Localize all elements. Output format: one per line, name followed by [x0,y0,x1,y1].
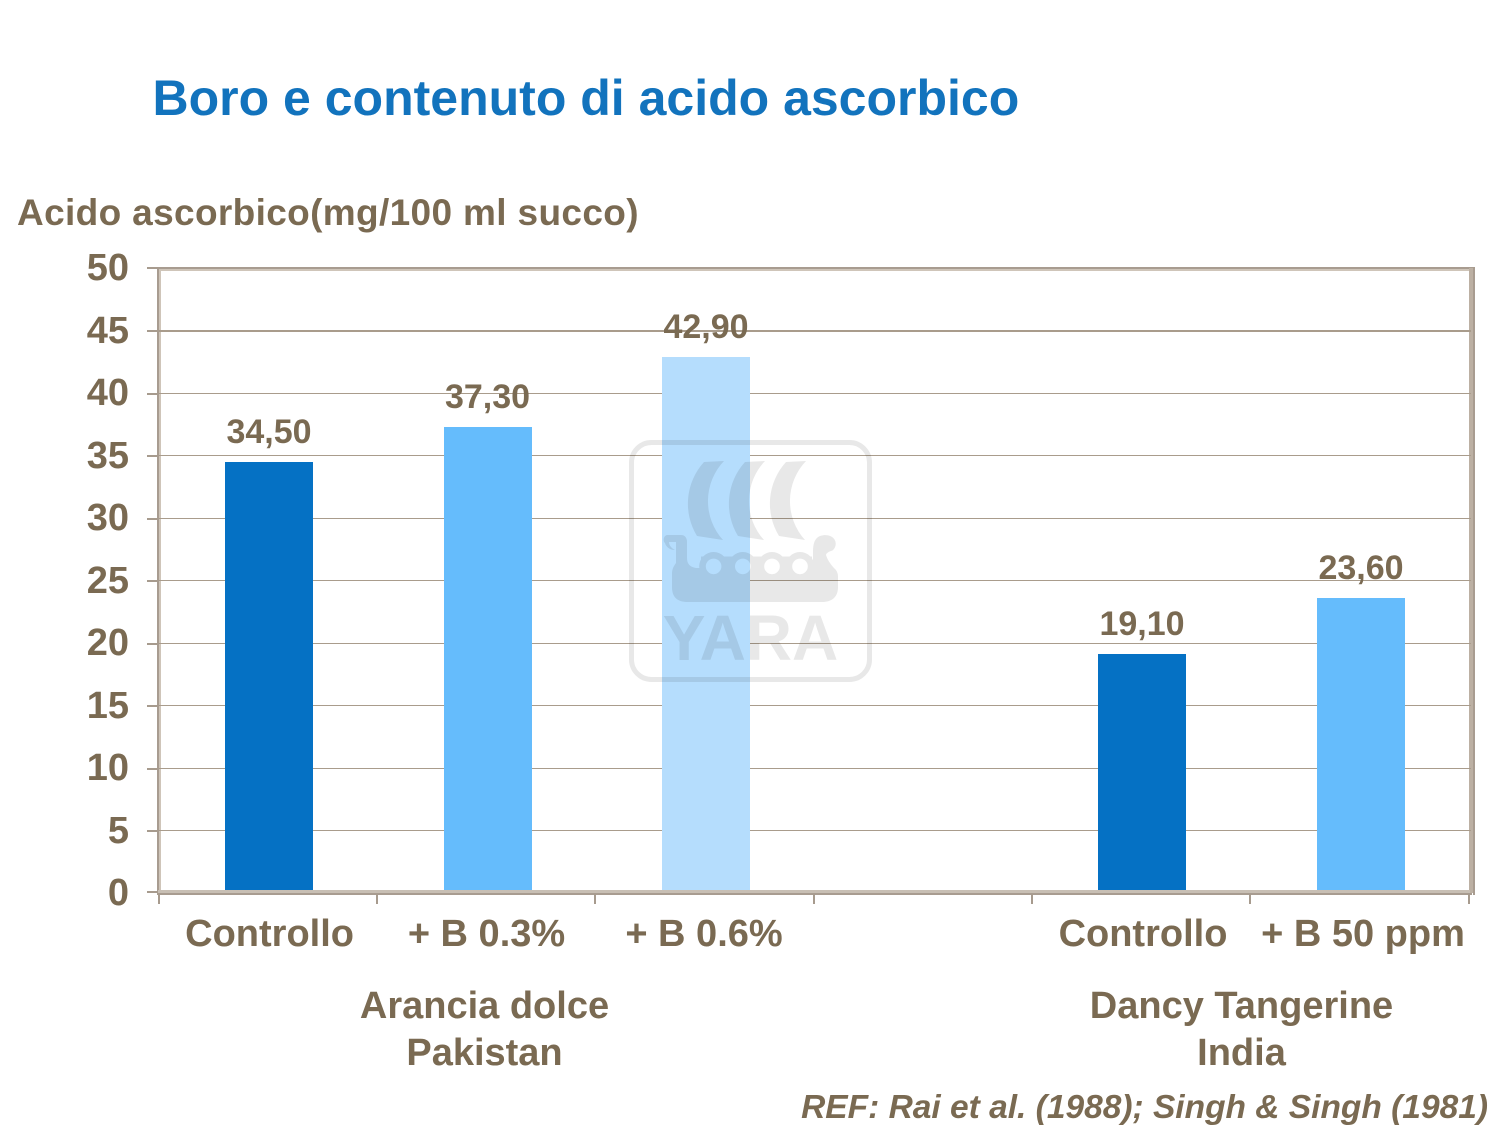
svg-text:YARA: YARA [663,602,838,674]
